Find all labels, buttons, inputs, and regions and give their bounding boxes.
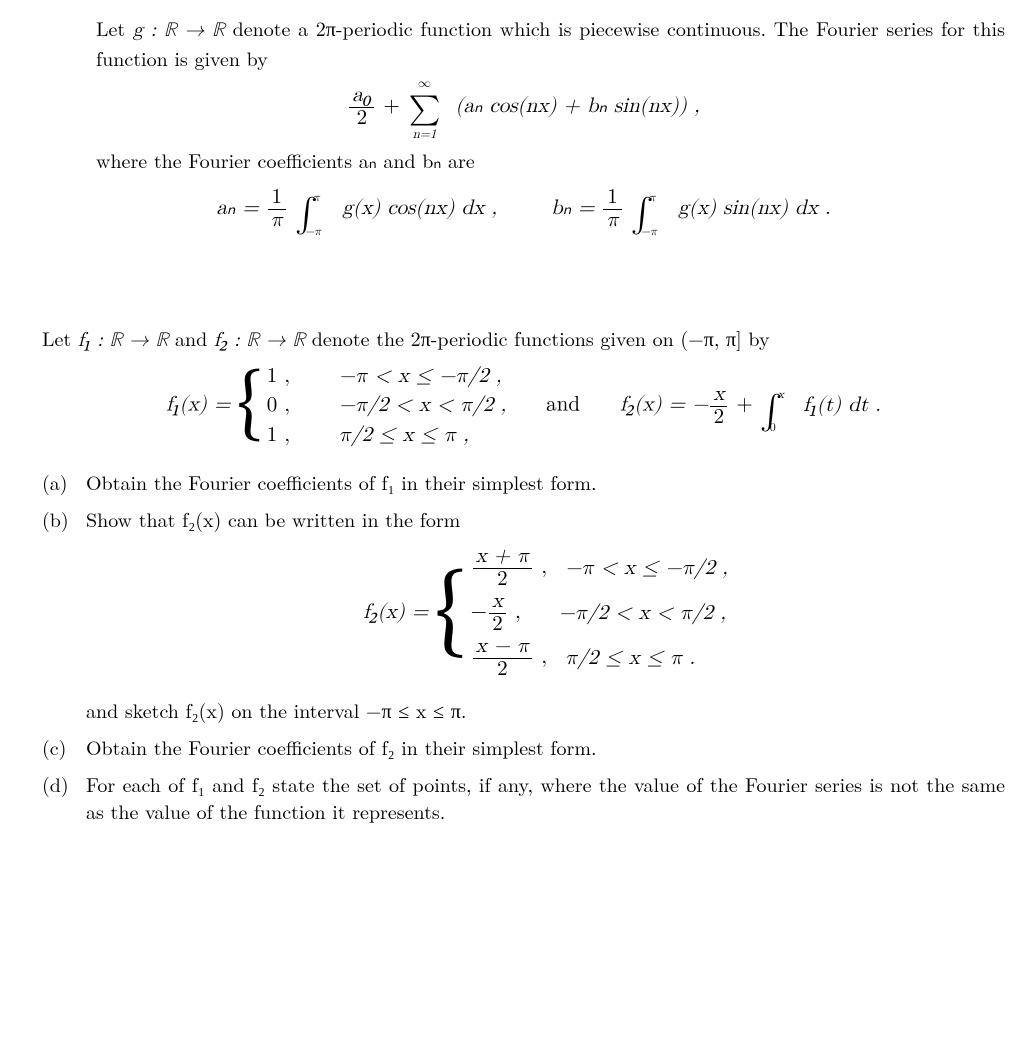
int-upper: x <box>778 387 784 403</box>
case-value: 0 , <box>267 391 321 420</box>
f2-piecewise-display: f₂(x) = { x + π2 , −π < x ≤ −π/2 , −x2 <box>86 546 1005 681</box>
case-cond: −π < x ≤ −π/2 , <box>339 362 502 391</box>
numerator: x <box>489 591 506 614</box>
case-value: x + π2 , <box>471 546 548 591</box>
int-upper: π <box>313 190 320 206</box>
part-label: (a) <box>42 468 78 495</box>
summation-symbol: ∑∞n=1 <box>409 89 441 130</box>
sum-lower: n=1 <box>413 126 437 144</box>
text: Let <box>42 323 78 352</box>
denominator: 2 <box>349 108 374 130</box>
text: and <box>168 323 214 352</box>
f2-lhs: f₂(x) = <box>363 602 435 623</box>
part-text: Obtain the Fourier coefficients of f₁ in… <box>86 467 597 496</box>
f2-integrand: f₁(t) dt . <box>796 395 881 416</box>
parts-list: (a) Obtain the Fourier coefficients of f… <box>42 468 1005 823</box>
left-brace-icon: { <box>435 578 466 650</box>
setup-paragraph: Let f₁ : ℝ → ℝ and f₂ : ℝ → ℝ denote the… <box>42 324 1005 354</box>
plus: + <box>729 395 759 416</box>
text: Let <box>96 13 133 42</box>
left-brace-icon: { <box>237 377 263 436</box>
frac-x-2: x2 <box>710 384 727 429</box>
frac-1-pi: 1π <box>603 187 621 232</box>
case-value: 1 , <box>267 362 321 391</box>
intro-paragraph-2: where the Fourier coefficients aₙ and bₙ… <box>42 146 1005 173</box>
text: where the Fourier coefficients aₙ and bₙ… <box>96 145 475 174</box>
series-term: (aₙ cos(nx) + bₙ sin(nx)) , <box>455 96 699 117</box>
f2-lhs: f₂(x) = − <box>620 395 708 416</box>
minus: − <box>471 602 487 623</box>
f1-cases: { 1 , −π < x ≤ −π/2 , 0 , −π/2 < x < π/2 ,… <box>237 362 506 450</box>
numerator: 1 <box>603 187 621 210</box>
denominator: π <box>268 210 286 232</box>
integral-symbol: ∫π−π <box>631 192 654 238</box>
integral-symbol: ∫π−π <box>295 192 318 238</box>
int-lower: 0 <box>770 420 776 436</box>
denominator: 2 <box>473 659 533 681</box>
int-lower: −π <box>305 224 321 240</box>
case-cond: −π/2 < x < π/2 , <box>559 599 726 628</box>
part-c: (c) Obtain the Fourier coefficients of f… <box>42 733 1005 760</box>
frac-1-pi: 1π <box>268 187 286 232</box>
denominator: 2 <box>473 569 533 591</box>
numerator: x <box>710 384 727 407</box>
cases-body: 1 , −π < x ≤ −π/2 , 0 , −π/2 < x < π/2 , 1… <box>267 362 506 450</box>
and-text: and <box>546 395 580 416</box>
numerator: x + π <box>473 546 533 569</box>
f2-cases: { x + π2 , −π < x ≤ −π/2 , −x2 , <box>435 546 728 681</box>
numerator: x − π <box>473 636 533 659</box>
part-label: (d) <box>42 770 78 797</box>
plus: + <box>376 96 406 117</box>
part-text-2: and sketch f₂(x) on the interval −π ≤ x … <box>86 695 466 724</box>
page: Let g : ℝ → ℝ denote a 2π-periodic funct… <box>0 0 1029 1040</box>
f1-f2-definition: f₁(x) = { 1 , −π < x ≤ −π/2 , 0 , −π/2 < x… <box>42 362 1005 450</box>
text: denote the 2π-periodic functions given o… <box>305 323 769 352</box>
part-label: (c) <box>42 733 78 760</box>
part-text: Show that f₂(x) can be written in the fo… <box>86 504 460 533</box>
coefficients-display: aₙ = 1π ∫π−π g(x) cos(nx) dx , bₙ = 1π ∫… <box>42 187 1005 238</box>
case-cond: π/2 ≤ x ≤ π . <box>565 644 695 673</box>
denominator: 2 <box>710 407 727 429</box>
part-b: (b) Show that f₂(x) can be written in th… <box>42 505 1005 722</box>
bn-lhs: bₙ = <box>551 198 601 219</box>
denominator: π <box>603 210 621 232</box>
part-text: Obtain the Fourier coefficients of f₂ in… <box>86 732 597 761</box>
text: denote a 2π-periodic function which is p… <box>96 13 1005 72</box>
an-lhs: aₙ = <box>216 198 265 219</box>
part-d: (d) For each of f₁ and f₂ state the set … <box>42 770 1005 824</box>
case-value: −x2 , <box>471 591 541 636</box>
case-cond: −π/2 < x < π/2 , <box>339 391 506 420</box>
spacer <box>42 254 1005 324</box>
bn-integrand: g(x) sin(nx) dx . <box>671 198 830 219</box>
math-g-map: g : ℝ → ℝ <box>133 20 225 40</box>
case-value: x − π2 , <box>471 636 548 681</box>
case-cond: −π < x ≤ −π/2 , <box>565 554 728 583</box>
an-integrand: g(x) cos(nx) dx , <box>335 198 497 219</box>
int-lower: −π <box>641 224 657 240</box>
f1-lhs: f₁(x) = <box>166 395 237 416</box>
sum-upper: ∞ <box>418 75 431 93</box>
case-value: 1 , <box>267 421 321 450</box>
part-label: (b) <box>42 505 78 532</box>
intro-paragraph-1: Let g : ℝ → ℝ denote a 2π-periodic funct… <box>42 14 1005 71</box>
numerator: a₀ <box>349 85 374 108</box>
numerator: 1 <box>268 187 286 210</box>
integral-symbol: ∫x0 <box>760 389 783 435</box>
part-text: For each of f₁ and f₂ state the set of p… <box>86 769 1005 825</box>
denominator: 2 <box>489 614 506 636</box>
int-upper: π <box>649 190 656 206</box>
part-a: (a) Obtain the Fourier coefficients of f… <box>42 468 1005 495</box>
math-f2-map: f₂ : ℝ → ℝ <box>214 330 305 350</box>
case-cond: π/2 ≤ x ≤ π , <box>339 421 469 450</box>
frac-a0-2: a₀ 2 <box>349 85 374 130</box>
math-f1-map: f₁ : ℝ → ℝ <box>78 330 168 350</box>
cases-body: x + π2 , −π < x ≤ −π/2 , −x2 , −π/2 < x … <box>471 546 728 681</box>
fourier-series-display: a₀ 2 + ∑∞n=1 (aₙ cos(nx) + bₙ sin(nx)) , <box>42 85 1005 130</box>
